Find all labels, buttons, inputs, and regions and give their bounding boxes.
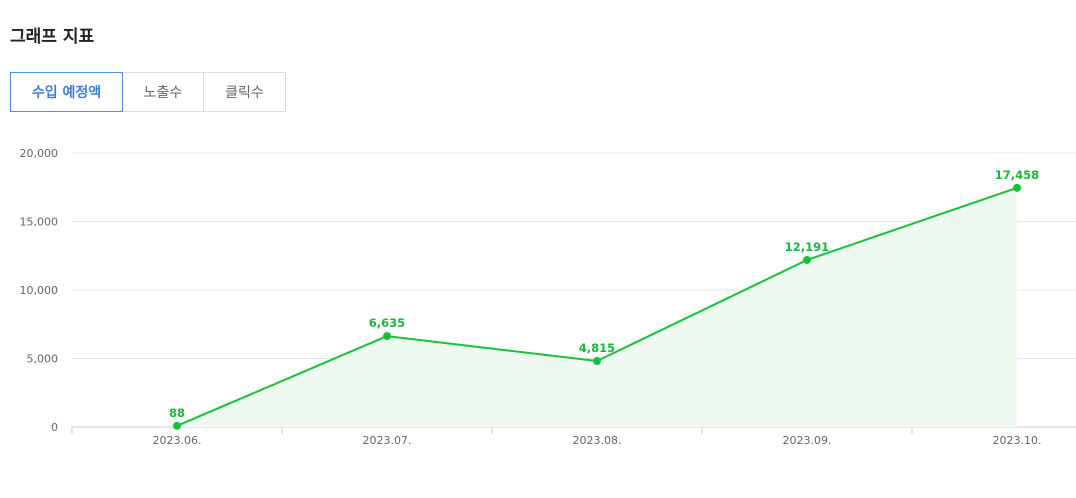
data-point <box>593 357 601 366</box>
x-tick-label: 2023.09. <box>783 434 832 447</box>
data-point <box>803 255 811 264</box>
tab-expected-revenue[interactable]: 수입 예정액 <box>10 72 123 112</box>
data-label: 17,458 <box>995 168 1039 182</box>
y-tick-label: 0 <box>51 421 58 434</box>
y-tick-label: 5,000 <box>27 353 59 366</box>
data-label: 88 <box>169 406 185 420</box>
y-tick-label: 15,000 <box>20 216 59 229</box>
x-tick-label: 2023.06. <box>153 434 202 447</box>
section-title: 그래프 지표 <box>10 27 95 47</box>
data-label: 12,191 <box>785 240 829 254</box>
data-point <box>173 421 181 430</box>
y-tick-label: 10,000 <box>20 284 59 297</box>
y-tick-label: 20,000 <box>20 147 59 160</box>
x-tick-label: 2023.08. <box>573 434 622 447</box>
data-label: 4,815 <box>579 341 615 355</box>
tab-clicks[interactable]: 클릭수 <box>203 72 286 112</box>
data-label: 6,635 <box>369 316 405 330</box>
series-area <box>177 187 1017 427</box>
metric-tabs: 수입 예정액 노출수 클릭수 <box>10 72 286 112</box>
data-point <box>1013 183 1021 192</box>
x-tick-label: 2023.07. <box>363 434 412 447</box>
x-tick-label: 2023.10. <box>993 434 1042 447</box>
data-point <box>383 332 391 341</box>
